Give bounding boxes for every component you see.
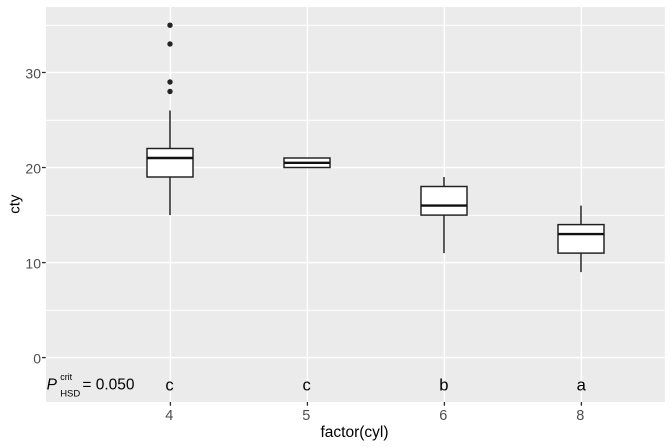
svg-text:10: 10 xyxy=(25,256,41,272)
svg-text:a: a xyxy=(577,376,587,395)
svg-text:5: 5 xyxy=(302,408,310,424)
svg-text:c: c xyxy=(165,376,173,395)
svg-text:20: 20 xyxy=(25,160,41,176)
svg-text:= 0.050: = 0.050 xyxy=(82,377,135,394)
svg-text:4: 4 xyxy=(165,408,173,424)
svg-text:P: P xyxy=(47,376,58,393)
svg-text:c: c xyxy=(302,376,310,395)
svg-text:b: b xyxy=(439,376,448,395)
svg-text:0: 0 xyxy=(33,351,41,367)
svg-text:6: 6 xyxy=(439,408,447,424)
svg-text:30: 30 xyxy=(25,65,41,81)
svg-text:cty: cty xyxy=(7,194,24,214)
svg-text:HSD: HSD xyxy=(60,388,80,399)
svg-text:8: 8 xyxy=(576,408,584,424)
svg-text:factor(cyl): factor(cyl) xyxy=(320,424,388,441)
svg-text:crit: crit xyxy=(60,372,72,382)
